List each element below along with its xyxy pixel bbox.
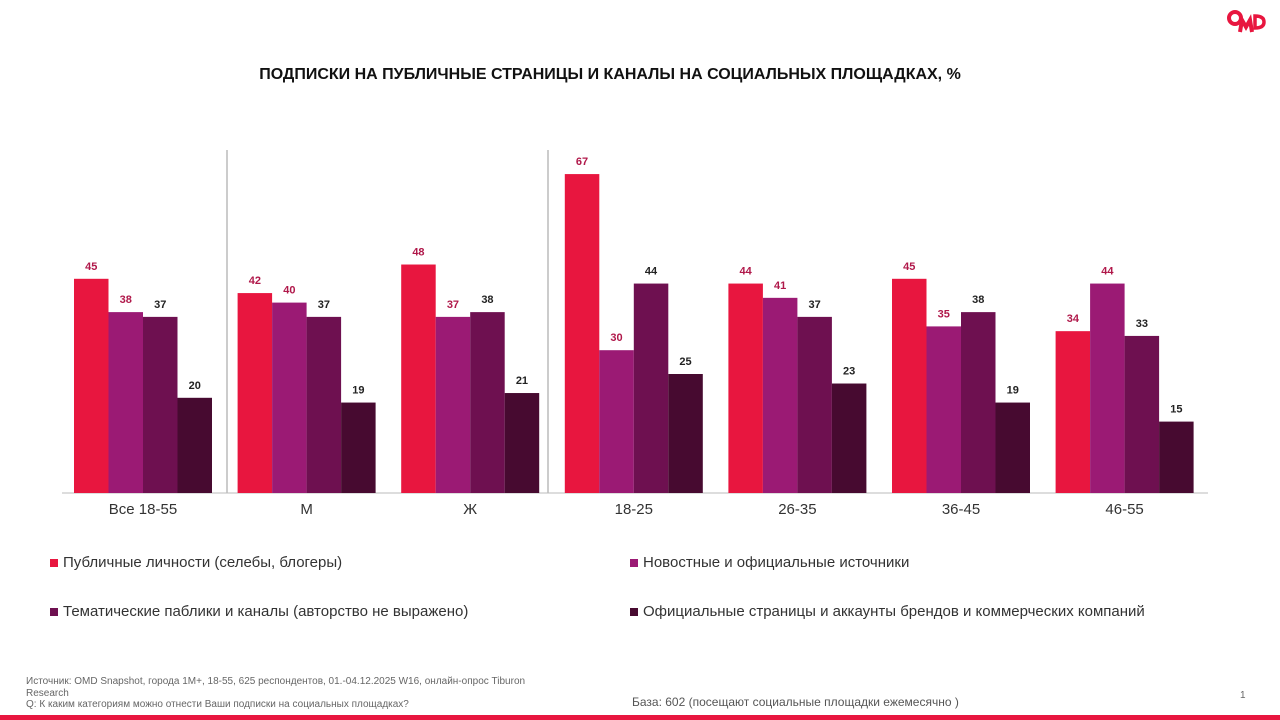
base-note: База: 602 (посещают социальные площадки … <box>632 695 959 709</box>
legend-swatch <box>50 558 58 567</box>
data-label: 38 <box>972 294 984 306</box>
data-label: 35 <box>938 308 950 320</box>
data-label: 40 <box>283 285 295 297</box>
bar <box>762 297 798 493</box>
bar <box>435 316 471 493</box>
data-label: 19 <box>352 385 364 397</box>
bar <box>74 278 109 493</box>
legend-label: Тематические паблики и каналы (авторство… <box>63 603 469 620</box>
bar <box>1124 335 1160 493</box>
bar <box>470 312 505 493</box>
data-label: 25 <box>679 356 691 368</box>
data-label: 41 <box>774 280 786 292</box>
bar <box>306 316 342 493</box>
bar <box>633 283 669 493</box>
bar <box>401 264 436 493</box>
x-tick-label: Ж <box>463 501 477 518</box>
bar <box>1159 421 1194 493</box>
bar <box>728 283 763 493</box>
bar <box>995 402 1030 493</box>
data-label: 45 <box>903 261 915 273</box>
bar <box>272 302 307 493</box>
bar <box>504 393 540 493</box>
x-tick-label: М <box>300 501 313 518</box>
bar <box>831 383 867 493</box>
bar <box>668 374 703 493</box>
data-label: 37 <box>809 299 821 311</box>
data-label: 15 <box>1170 404 1182 416</box>
bottom-accent-bar <box>0 715 1280 720</box>
bar <box>341 402 376 493</box>
bar <box>1055 331 1091 493</box>
data-label: 37 <box>154 299 166 311</box>
data-label: 37 <box>447 299 459 311</box>
data-label: 44 <box>645 266 658 278</box>
x-tick-label: 46-55 <box>1105 501 1143 518</box>
data-label: 37 <box>318 299 330 311</box>
legend-item: Тематические паблики и каналы (авторство… <box>50 603 468 620</box>
x-tick-label: Все 18-55 <box>109 501 177 518</box>
data-label: 44 <box>740 266 753 278</box>
data-label: 21 <box>516 375 528 387</box>
data-label: 45 <box>85 261 97 273</box>
legend-item: Официальные страницы и аккаунты брендов … <box>630 603 1145 620</box>
omd-logo <box>1227 10 1266 33</box>
legend-label: Новостные и официальные источники <box>643 554 910 571</box>
bar <box>564 174 600 493</box>
data-label: 38 <box>120 294 132 306</box>
data-label: 38 <box>481 294 493 306</box>
data-label: 48 <box>412 247 424 259</box>
data-label: 23 <box>843 366 855 378</box>
source-note: Источник: OMD Snapshot, города 1M+, 18-5… <box>26 676 526 699</box>
legend-swatch <box>630 607 638 616</box>
bar <box>599 350 634 493</box>
data-label: 33 <box>1136 318 1148 330</box>
legend-swatch <box>50 607 58 616</box>
bar <box>961 312 996 493</box>
x-tick-label: 36-45 <box>942 501 980 518</box>
legend-label: Публичные личности (селебы, блогеры) <box>63 554 343 571</box>
data-label: 42 <box>249 275 261 287</box>
chart-title: ПОДПИСКИ НА ПУБЛИЧНЫЕ СТРАНИЦЫ И КАНАЛЫ … <box>259 66 961 83</box>
data-label: 34 <box>1067 313 1080 325</box>
data-label: 20 <box>189 380 201 392</box>
data-label: 67 <box>576 156 588 168</box>
bar <box>143 316 178 493</box>
footnote: Источник: OMD Snapshot, города 1M+, 18-5… <box>26 676 526 711</box>
legend-item: Новостные и официальные источники <box>630 554 909 571</box>
page-number: 1 <box>1240 690 1246 701</box>
question-note: Q: К каким категориям можно отнести Ваши… <box>26 699 409 710</box>
bar <box>926 326 961 493</box>
bar <box>237 293 273 493</box>
data-label: 19 <box>1007 385 1019 397</box>
legend-label: Официальные страницы и аккаунты брендов … <box>643 603 1145 620</box>
bar <box>892 278 927 493</box>
bar <box>177 397 212 493</box>
legend-swatch <box>630 558 638 567</box>
data-label: 44 <box>1101 266 1114 278</box>
legend-item: Публичные личности (селебы, блогеры) <box>50 554 342 571</box>
bar-chart: 45 38 37 20 Все 18-55 42 40 37 19 М 48 37 38 21 Ж 67 30 4… <box>62 150 1208 518</box>
bar <box>797 316 832 493</box>
data-label: 30 <box>610 332 622 344</box>
x-tick-label: 26-35 <box>778 501 816 518</box>
bar <box>1090 283 1125 493</box>
bar <box>108 312 143 493</box>
x-tick-label: 18-25 <box>615 501 653 518</box>
